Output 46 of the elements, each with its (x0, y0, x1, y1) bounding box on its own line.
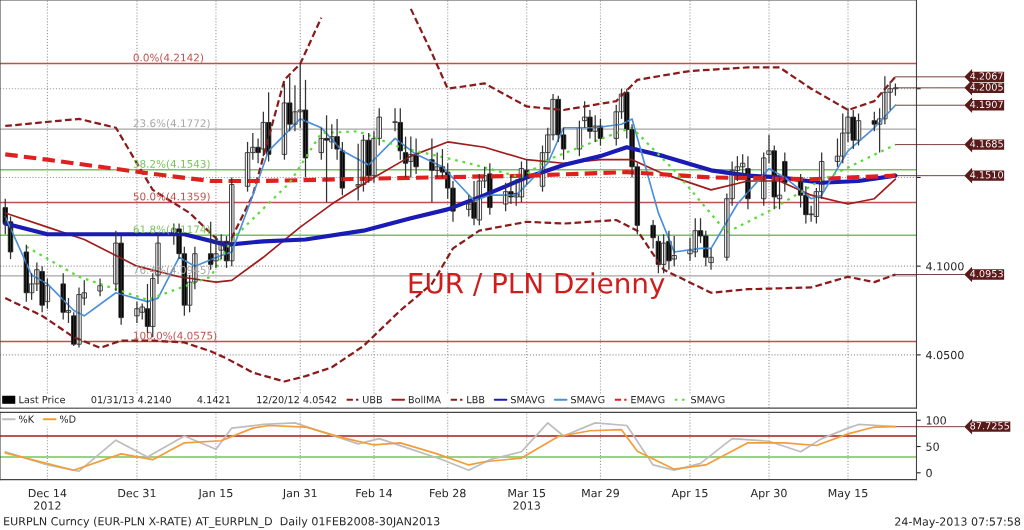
annotation: 87.7255 (970, 422, 1009, 430)
ref-line-label: 0.0%(4.2142) (133, 53, 204, 63)
x-tick-label: Mar 15 2013 (508, 489, 546, 510)
legend-label: UBB (363, 396, 382, 404)
annotation: 4.1907 (970, 100, 1003, 109)
y-tick-label: 50 (926, 442, 939, 451)
annotation: 12/20/12 4.0542 (257, 395, 336, 405)
x-tick-label: May 15 (828, 489, 868, 500)
candlestick (355, 143, 361, 202)
legend-label: Last Price (19, 395, 66, 404)
text: 24-May-2013 07:57:58 (895, 517, 1021, 528)
legend-label: SMAVG (571, 395, 605, 404)
x-tick-label: Feb 28 (430, 488, 466, 498)
y-tick-label: 100 (926, 416, 946, 425)
text: EURPLN Curncy (EUR-PLN X-RATE) AT_EURPLN_D Daily 01FEB2008-30JAN2013 (4, 516, 440, 528)
legend-label: %D (59, 415, 76, 423)
x-tick-label: Dec 31 (118, 488, 156, 498)
x-tick-label: Apr 30 (750, 488, 787, 500)
x-tick-label: Dec 14 2012 (28, 489, 67, 510)
legend-label: EMAVG (631, 395, 665, 404)
x-tick-label: Jan 15 (197, 489, 233, 500)
line-series (4, 104, 897, 317)
legend-label: LBB (467, 396, 485, 404)
line-series (3, 152, 898, 184)
x-tick-label: Feb 14 (356, 488, 393, 498)
legend-label: SMAVG (510, 395, 545, 404)
annotation: 4.1510 (970, 171, 1004, 179)
y-tick-label: 4.0500 (926, 350, 964, 360)
annotation: 01/31/13 4.2140 (91, 395, 171, 405)
annotation: 4.1421 (197, 395, 230, 404)
x-tick-label: Mar 29 (582, 488, 619, 498)
ref-line-label: 23.6%(4.1772) (133, 119, 210, 129)
line-series (4, 218, 897, 383)
x-tick-label: Apr 15 (671, 489, 708, 500)
ref-line-label: 50.0%(4.1359) (133, 192, 210, 202)
ref-line-label: 100.0%(4.0575) (134, 331, 217, 341)
legend-label: %K (19, 415, 35, 423)
annotation: 4.0953 (970, 269, 1003, 278)
legend-label: BollMA (408, 395, 441, 404)
annotation: 4.2005 (970, 83, 1003, 91)
y-tick-label: 0 (926, 468, 932, 478)
y-tick-label: 4.1000 (926, 262, 964, 271)
legend-label: SMAVG (691, 395, 725, 404)
annotation: 4.2067 (970, 72, 1003, 80)
x-tick-label: Jan 31 (282, 488, 317, 500)
annotation: 4.1685 (970, 140, 1003, 148)
